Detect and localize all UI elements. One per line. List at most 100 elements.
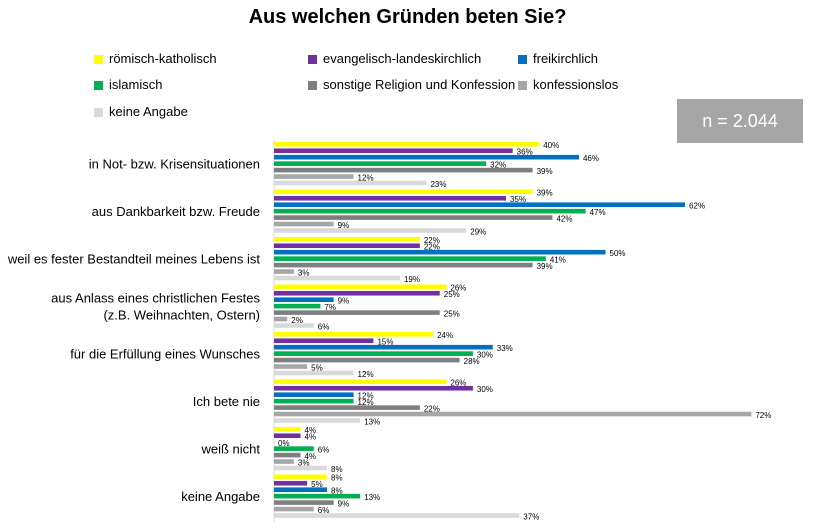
bar xyxy=(274,148,513,154)
legend-label: konfessionslos xyxy=(533,77,619,92)
legend-item: keine Angabe xyxy=(94,104,188,120)
bar xyxy=(274,142,540,147)
bar xyxy=(274,228,467,233)
category-label: weiß nicht xyxy=(200,442,260,457)
data-label: 4% xyxy=(305,426,317,435)
bar xyxy=(274,249,606,255)
bar xyxy=(274,316,288,322)
bar xyxy=(274,174,354,179)
data-label: 13% xyxy=(364,493,380,502)
bar xyxy=(274,167,533,173)
legend-item: evangelisch-landeskirchlich xyxy=(308,51,481,67)
bar xyxy=(274,310,440,315)
category-label: in Not- bzw. Krisensituationen xyxy=(89,157,260,172)
data-label: 26% xyxy=(450,284,466,293)
category-label: aus Dankbarkeit bzw. Freude xyxy=(92,204,260,219)
data-label: 26% xyxy=(450,379,466,388)
data-label: 6% xyxy=(318,506,330,515)
legend-label: keine Angabe xyxy=(109,104,188,119)
bar xyxy=(274,513,520,518)
data-label: 6% xyxy=(318,322,330,331)
data-label: 19% xyxy=(404,275,420,284)
legend-label: freikirchlich xyxy=(533,51,599,66)
bar xyxy=(274,480,308,486)
bar xyxy=(274,344,493,350)
bar xyxy=(274,338,374,344)
legend-item: sonstige Religion und Konfession xyxy=(308,77,515,93)
bar xyxy=(274,332,434,337)
bar xyxy=(274,243,420,249)
bar xyxy=(274,474,328,480)
data-label: 9% xyxy=(338,297,350,306)
data-label: 29% xyxy=(470,227,486,236)
legend-item: freikirchlich xyxy=(518,51,598,67)
bar xyxy=(274,465,328,471)
bar xyxy=(274,379,447,385)
data-label: 37% xyxy=(523,512,539,521)
bar xyxy=(274,370,354,376)
data-label: 47% xyxy=(590,208,606,217)
data-label: 22% xyxy=(424,243,440,252)
data-label: 6% xyxy=(318,445,330,454)
bar xyxy=(274,256,546,261)
bar xyxy=(274,357,460,363)
data-label: 30% xyxy=(477,385,493,394)
data-label: 5% xyxy=(311,363,323,372)
data-label: 50% xyxy=(610,249,626,258)
bar xyxy=(274,418,361,423)
bar xyxy=(274,433,301,439)
bar xyxy=(274,405,420,410)
data-label: 9% xyxy=(338,221,350,230)
bar xyxy=(274,493,361,499)
bar xyxy=(274,237,420,242)
data-label: 25% xyxy=(444,309,460,318)
bar xyxy=(274,297,334,302)
bar xyxy=(274,506,314,512)
bar xyxy=(274,392,354,397)
data-label: 33% xyxy=(497,344,513,353)
bar xyxy=(274,269,294,274)
bar xyxy=(274,262,533,268)
bar xyxy=(274,452,301,458)
legend-swatch xyxy=(94,54,103,64)
data-label: 7% xyxy=(324,303,336,312)
data-label: 25% xyxy=(444,290,460,299)
category-label: (z.B. Weihnachten, Ostern) xyxy=(103,308,260,323)
data-label: 0% xyxy=(278,439,290,448)
legend-label: römisch-katholisch xyxy=(109,51,217,66)
data-label: 8% xyxy=(331,474,343,483)
bar xyxy=(274,303,321,309)
legend-swatch xyxy=(518,80,527,90)
bar xyxy=(274,364,308,369)
bar xyxy=(274,161,487,166)
legend-item: islamisch xyxy=(94,77,162,93)
data-label: 12% xyxy=(358,392,374,401)
bar xyxy=(274,459,294,464)
data-label: 28% xyxy=(464,357,480,366)
data-label: 62% xyxy=(689,202,705,211)
data-label: 8% xyxy=(331,465,343,474)
bar xyxy=(274,195,507,201)
bar xyxy=(274,215,553,220)
legend-swatch xyxy=(518,54,527,64)
data-label: 36% xyxy=(517,148,533,157)
bar xyxy=(274,180,427,186)
bar xyxy=(274,385,473,391)
data-label: 30% xyxy=(477,350,493,359)
data-label: 12% xyxy=(358,398,374,407)
category-label: keine Angabe xyxy=(181,489,260,504)
data-label: 41% xyxy=(550,255,566,264)
data-label: 23% xyxy=(430,180,446,189)
legend-label: sonstige Religion und Konfession xyxy=(323,77,516,92)
data-label: 72% xyxy=(755,411,771,420)
bar xyxy=(274,398,354,404)
bar xyxy=(274,427,301,432)
data-label: 3% xyxy=(298,458,310,467)
bar xyxy=(274,351,473,356)
data-label: 32% xyxy=(490,160,506,169)
bar xyxy=(274,189,533,195)
data-label: 39% xyxy=(537,262,553,271)
data-label: 22% xyxy=(424,404,440,413)
bar xyxy=(274,290,440,296)
legend-item: römisch-katholisch xyxy=(94,51,217,67)
